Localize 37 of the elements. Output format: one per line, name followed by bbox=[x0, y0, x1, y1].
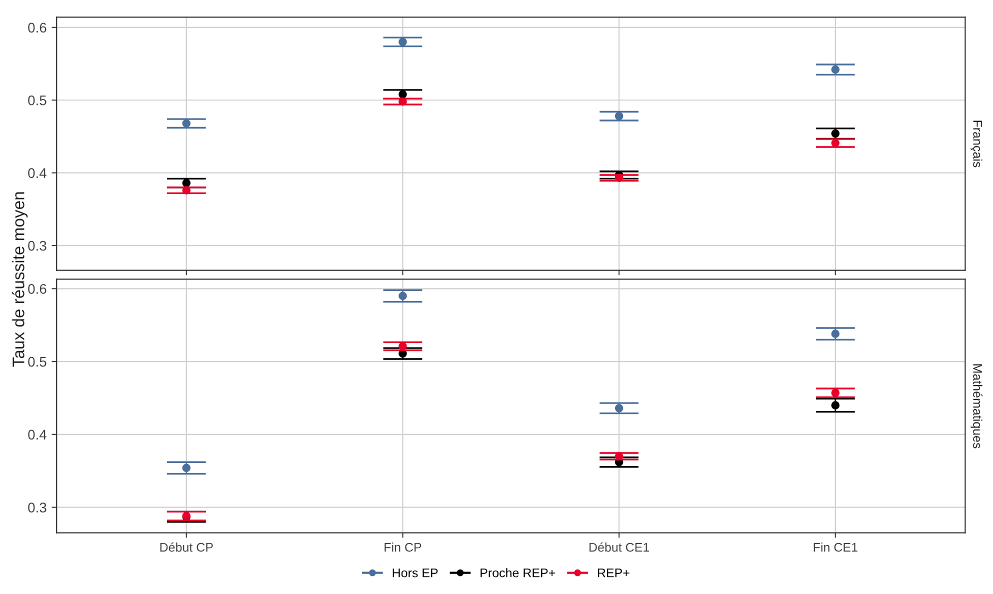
y-axis-title: Taux de réussite moyen bbox=[12, 192, 28, 367]
y-tick-label: 0.5 bbox=[28, 95, 46, 106]
y-tick-label: 0.5 bbox=[28, 356, 46, 367]
y-tick-label: 0.6 bbox=[28, 284, 46, 294]
point bbox=[398, 90, 407, 98]
text: Français bbox=[970, 120, 982, 168]
point bbox=[398, 292, 407, 300]
point bbox=[398, 97, 407, 106]
y-tick-label: 0.4 bbox=[28, 430, 46, 440]
point bbox=[831, 330, 840, 338]
y-tick-label: 0.4 bbox=[28, 168, 46, 178]
legend-label: REP+ bbox=[598, 568, 630, 578]
point bbox=[831, 388, 840, 398]
y-tick-label: 0.3 bbox=[28, 502, 46, 512]
x-tick-label: Début CP bbox=[160, 542, 213, 552]
y-tick-label: 0.3 bbox=[28, 240, 46, 251]
point bbox=[182, 178, 191, 188]
legend-label: Hors EP bbox=[392, 568, 438, 578]
point bbox=[831, 401, 840, 410]
point bbox=[182, 464, 191, 472]
point bbox=[831, 65, 840, 74]
point bbox=[398, 38, 407, 46]
text: Mathématiques bbox=[970, 364, 982, 448]
point bbox=[182, 119, 191, 128]
x-tick-label: Début CE1 bbox=[590, 542, 650, 552]
point bbox=[831, 129, 840, 138]
point bbox=[614, 452, 624, 460]
point bbox=[614, 112, 624, 120]
point bbox=[182, 186, 191, 194]
point bbox=[614, 404, 624, 412]
x-tick-label: Fin CP bbox=[384, 542, 422, 552]
point bbox=[398, 342, 407, 350]
x-tick-label: Fin CE1 bbox=[814, 542, 858, 552]
point bbox=[614, 174, 624, 182]
y-tick-label: 0.6 bbox=[28, 22, 46, 33]
point bbox=[831, 138, 840, 148]
legend-label: Proche REP+ bbox=[480, 568, 556, 578]
